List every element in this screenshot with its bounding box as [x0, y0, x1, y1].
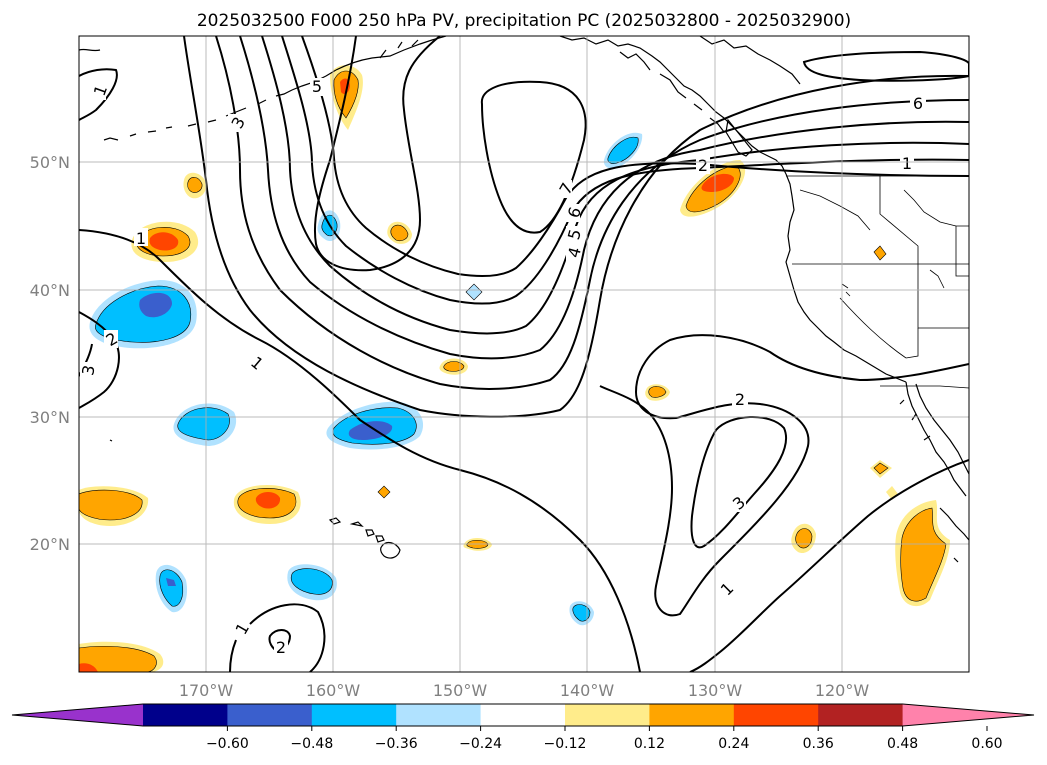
colorbar-tick-label: 0.12 [634, 736, 665, 752]
contour-label: 1 [902, 154, 912, 173]
precip-blob [287, 564, 337, 601]
colorbar-segment [733, 704, 819, 726]
precip-blob [439, 358, 468, 375]
colorbar-extend-min [12, 704, 143, 726]
lat-label: 30°N [30, 408, 70, 427]
precip-blob [465, 283, 483, 301]
contour-label: 5 [564, 227, 585, 242]
contour-label: 2 [276, 638, 286, 657]
latitude-labels: 50°N 40°N 30°N 20°N [30, 153, 70, 554]
colorbar-tick-label: 0.24 [718, 736, 749, 752]
colorbar-extend-max [902, 704, 1034, 726]
colorbar-tick-label: −0.36 [375, 736, 418, 752]
lon-label: 120°W [815, 681, 870, 700]
contour-label: 2 [698, 156, 708, 175]
precip-blob [183, 172, 207, 199]
map-panel: 1 3 5 1 1 2 3 7 6 5 4 [78, 35, 970, 673]
colorbar-tick-label: −0.48 [290, 736, 333, 752]
lon-label: 160°W [306, 681, 361, 700]
precip-blob [387, 221, 412, 244]
colorbar-tick-label: −0.60 [206, 736, 249, 752]
colorbar-segment [143, 704, 228, 726]
colorbar-segment [227, 704, 313, 726]
precip-blob [233, 485, 301, 524]
longitude-labels: 170°W 160°W 150°W 140°W 130°W 120°W [179, 681, 870, 700]
precip-blob [603, 132, 643, 169]
colorbar-segment [311, 704, 397, 726]
lon-label: 170°W [179, 681, 234, 700]
map-frame [78, 35, 970, 673]
lon-label: 140°W [560, 681, 615, 700]
precip-blob [173, 403, 237, 446]
chart-title: 2025032500 F000 250 hPa PV, precipitatio… [197, 11, 851, 31]
contour-label: 2 [735, 390, 745, 409]
contour-label: 6 [913, 94, 923, 113]
contour-labels: 1 3 5 1 1 2 3 7 6 5 4 [78, 77, 926, 657]
lon-label: 130°W [688, 681, 743, 700]
precip-blob [680, 160, 746, 217]
colorbar-segment [396, 704, 482, 726]
lat-label: 50°N [30, 153, 70, 172]
colorbar-outline [11, 703, 1035, 727]
precip-blob [873, 245, 887, 261]
contour-label: 5 [312, 77, 322, 96]
precip-blob [870, 460, 892, 478]
precip-blob [79, 641, 164, 672]
colorbar-segment [649, 704, 735, 726]
colorbar-tick-label: 0.36 [803, 736, 834, 752]
gridlines [79, 36, 969, 672]
colorbar-tick-label: 0.60 [971, 736, 1002, 752]
contour-label: 1 [136, 229, 146, 248]
lon-label: 150°W [433, 681, 488, 700]
colorbar-segment [565, 704, 650, 726]
precip-blob [131, 221, 199, 262]
coastlines [79, 36, 969, 563]
precip-blob [569, 601, 594, 626]
precip-blob [645, 384, 670, 401]
precip-blob [155, 564, 188, 613]
contour-label: 3 [78, 364, 98, 377]
contour-label: 4 [564, 245, 585, 260]
colorbar-segment [818, 704, 904, 726]
colorbar-tick-label: −0.12 [544, 736, 587, 752]
precipitation-shading [79, 65, 950, 672]
pv-contours [79, 36, 969, 672]
colorbar-segment [480, 704, 566, 726]
precip-blob [791, 523, 816, 554]
colorbar-tick-label: −0.24 [459, 736, 502, 752]
precip-blob [377, 485, 391, 499]
lat-label: 20°N [30, 535, 70, 554]
lat-label: 40°N [30, 281, 70, 300]
colorbar: −0.60 −0.48 −0.36 −0.24 −0.12 0.12 0.24 0.36 0.4… [11, 703, 1035, 752]
precip-blob [79, 486, 149, 526]
colorbar-tick-label: 0.48 [887, 736, 918, 752]
precip-blob [895, 500, 950, 607]
